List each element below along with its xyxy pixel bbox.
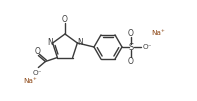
Text: O⁻: O⁻: [143, 44, 152, 50]
Text: Na⁺: Na⁺: [151, 30, 165, 36]
Text: N: N: [47, 38, 53, 47]
Text: Na⁺: Na⁺: [23, 77, 37, 84]
Text: N: N: [77, 38, 83, 47]
Text: O: O: [62, 15, 68, 24]
Text: O: O: [128, 28, 134, 37]
Text: O: O: [34, 47, 40, 56]
Text: S: S: [128, 43, 134, 52]
Text: O: O: [128, 56, 134, 66]
Text: O⁻: O⁻: [33, 69, 42, 76]
